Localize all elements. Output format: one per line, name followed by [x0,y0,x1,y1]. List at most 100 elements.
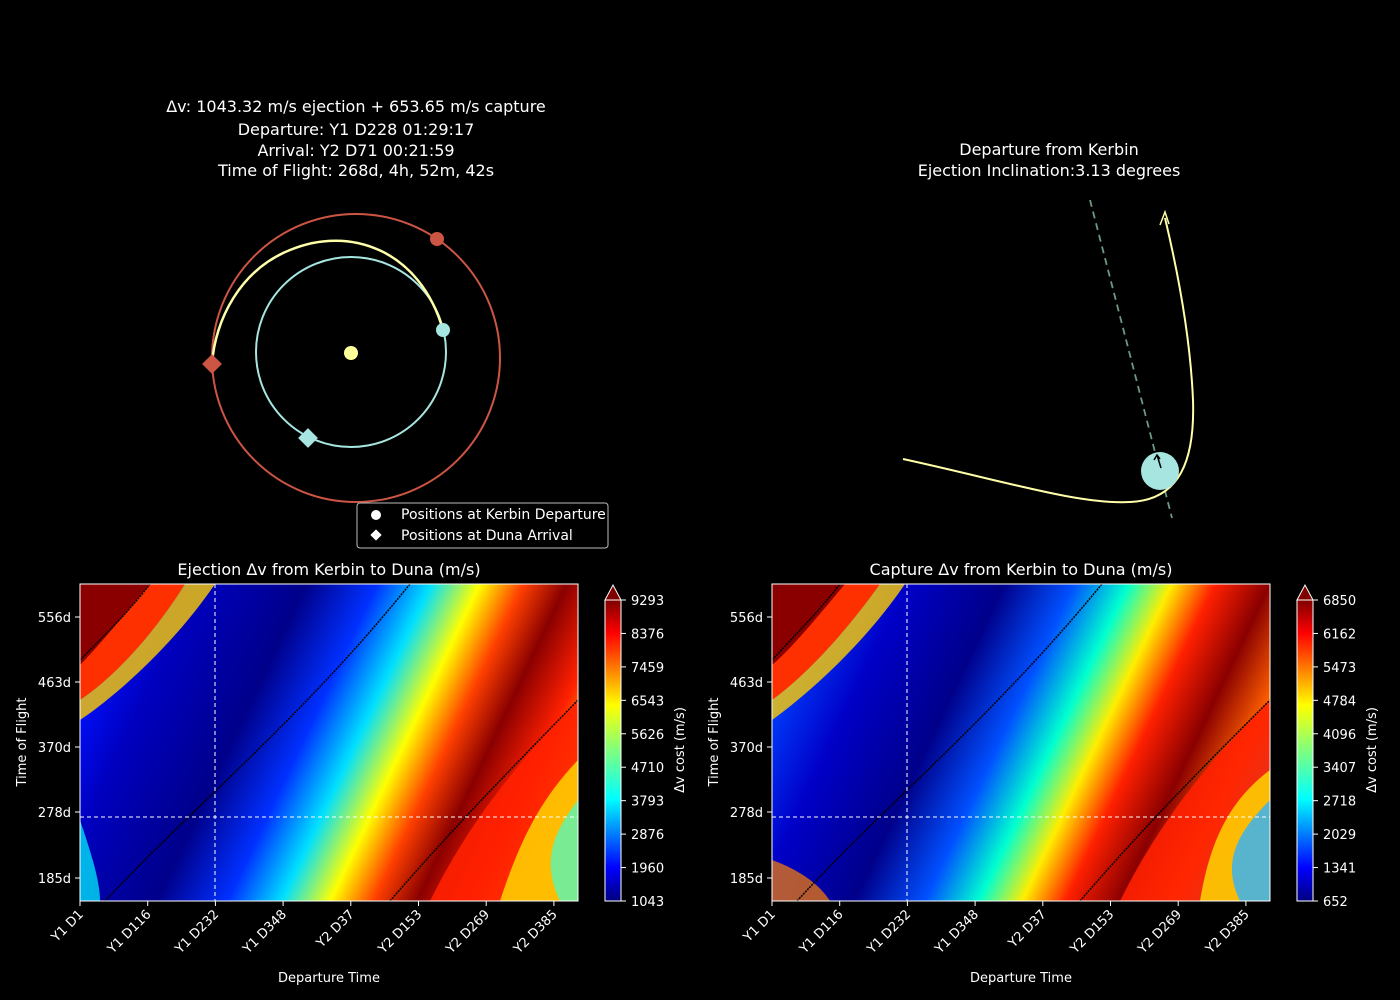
x-tick-label: Y1 D232 [172,907,222,957]
capture-heatmap [772,584,1270,901]
ejection-colorbar: 1043 1960 2876 3793 4710 5626 6543 7459 8376 9293… [604,583,688,910]
colorbar-tick-label: 2718 [1323,795,1356,810]
ejection-colorbar-bar [604,599,622,902]
capture-frame [771,583,1271,902]
y-tick-label: 278d [38,806,71,821]
ejection-x-axis: Y1 D1 Y1 D116 Y1 D232 Y1 D348 Y2 D37 Y2 D153 Y… [48,901,561,958]
ejection-lower-right-cyan [550,800,578,901]
colorbar-tick-label: 5473 [1323,661,1356,676]
orbit-title-line-3: Arrival: Y2 D71 00:21:59 [257,141,454,160]
trajectory-title-line-2: Ejection Inclination:3.13 degrees [918,161,1181,180]
legend-box [356,502,609,549]
capture-colorbar-bar [1296,599,1314,902]
x-tick-label: Y1 D348 [240,907,290,957]
colorbar-tick-label: 8376 [631,627,664,642]
ejection-colorbar-extend [604,583,622,601]
colorbar-tick-label: 5626 [631,728,664,743]
colorbar-tick-label: 4784 [1323,694,1356,709]
x-tick-label: Y2 D385 [510,907,560,957]
y-tick-label: 185d [730,872,763,887]
ejection-ylabel: Time of Flight [15,698,30,788]
ejection-xlabel: Departure Time [278,971,380,986]
colorbar-tick-label: 2029 [1323,828,1356,843]
colorbar-tick-label: 652 [1323,895,1348,910]
capture-ylabel: Time of Flight [707,698,722,788]
capture-lower-right-cyan [1231,800,1270,901]
x-tick-label: Y2 D153 [375,907,425,957]
kerbin-departure-marker [436,323,450,337]
colorbar-tick-label: 4096 [1323,728,1356,743]
x-tick-label: Y1 D348 [932,907,982,957]
ejection-frame [79,583,579,902]
y-tick-label: 556d [730,611,763,626]
legend-item-arrival: Positions at Duna Arrival [401,528,573,544]
transfer-orbit [210,239,445,365]
legend-diamond-icon [370,529,382,541]
legend-item-departure: Positions at Kerbin Departure [401,507,606,523]
x-tick-label: Y1 D232 [864,907,914,957]
x-tick-label: Y2 D37 [313,907,357,951]
ejection-yellow-band [80,584,215,720]
ejection-title: Ejection Δv from Kerbin to Duna (m/s) [177,560,480,579]
ejection-direction-line [1089,199,1173,519]
burn-arrow-icon [1153,453,1162,469]
x-tick-label: Y1 D116 [796,907,846,957]
x-tick-label: Y2 D153 [1067,907,1117,957]
capture-contour-3 [1079,699,1270,901]
capture-colorbar-ticks: 652 1341 2029 2718 3407 4096 4784 5473 6162 6850 [1313,594,1356,910]
orbit-title: Δv: 1043.32 m/s ejection + 653.65 m/s ca… [166,97,546,180]
ejection-heatmap [80,584,578,901]
orbit-legend: Positions at Kerbin Departure Positions … [356,502,609,549]
sun-marker [344,346,358,360]
x-tick-label: Y2 D385 [1202,907,1252,957]
capture-x-axis: Y1 D1 Y1 D116 Y1 D232 Y1 D348 Y2 D37 Y2 D153 Y… [740,901,1253,958]
escape-arrow-icon [1159,209,1170,226]
ejection-lower-left-cyan [80,820,100,901]
x-tick-label: Y2 D269 [1135,907,1185,957]
capture-contour-1 [772,584,841,661]
colorbar-tick-label: 2876 [631,828,664,843]
kerbin-arrival-marker [298,428,318,448]
ejection-contour-1 [80,584,151,661]
capture-title: Capture Δv from Kerbin to Duna (m/s) [870,560,1173,579]
colorbar-tick-label: 1341 [1323,862,1356,877]
duna-arrival-marker [202,354,222,374]
x-tick-label: Y1 D1 [740,907,779,946]
ejection-colorbar-ticks: 1043 1960 2876 3793 4710 5626 6543 7459 8376 9293 [621,594,664,910]
orbit-diagram [202,213,501,503]
capture-contour-2 [796,584,1103,901]
colorbar-tick-label: 6162 [1323,627,1356,642]
capture-darkred-corner [772,584,845,665]
colorbar-tick-label: 3793 [631,795,664,810]
capture-colorbar-extend [1296,583,1314,601]
colorbar-tick-label: 4710 [631,761,664,776]
duna-departure-marker [430,232,444,246]
colorbar-tick-label: 6543 [631,694,664,709]
capture-colorbar-label: Δv cost (m/s) [1365,707,1380,793]
y-tick-label: 463d [730,676,763,691]
ejection-y-axis: 185d 278d 370d 463d 556d [38,611,80,887]
trajectory-title-line-1: Departure from Kerbin [959,140,1138,159]
colorbar-tick-label: 3407 [1323,761,1356,776]
kerbin-planet [1141,452,1179,490]
x-tick-label: Y1 D1 [48,907,87,946]
y-tick-label: 370d [38,741,71,756]
colorbar-tick-label: 7459 [631,661,664,676]
ejection-colorbar-label: Δv cost (m/s) [673,707,688,793]
orbit-title-line-1: Δv: 1043.32 m/s ejection + 653.65 m/s ca… [166,97,546,116]
trajectory-plot [902,199,1195,519]
capture-lower-left-warm [772,860,830,901]
y-tick-label: 185d [38,872,71,887]
kerbin-orbit [255,256,447,448]
legend-circle-icon [371,510,381,520]
y-tick-label: 278d [730,806,763,821]
capture-xlabel: Departure Time [970,971,1072,986]
colorbar-tick-label: 9293 [631,594,664,609]
orbit-title-line-4: Time of Flight: 268d, 4h, 52m, 42s [217,161,494,180]
x-tick-label: Y2 D37 [1005,907,1049,951]
y-tick-label: 556d [38,611,71,626]
colorbar-tick-label: 6850 [1323,594,1356,609]
colorbar-tick-label: 1960 [631,862,664,877]
capture-y-axis: 185d 278d 370d 463d 556d [730,611,772,887]
